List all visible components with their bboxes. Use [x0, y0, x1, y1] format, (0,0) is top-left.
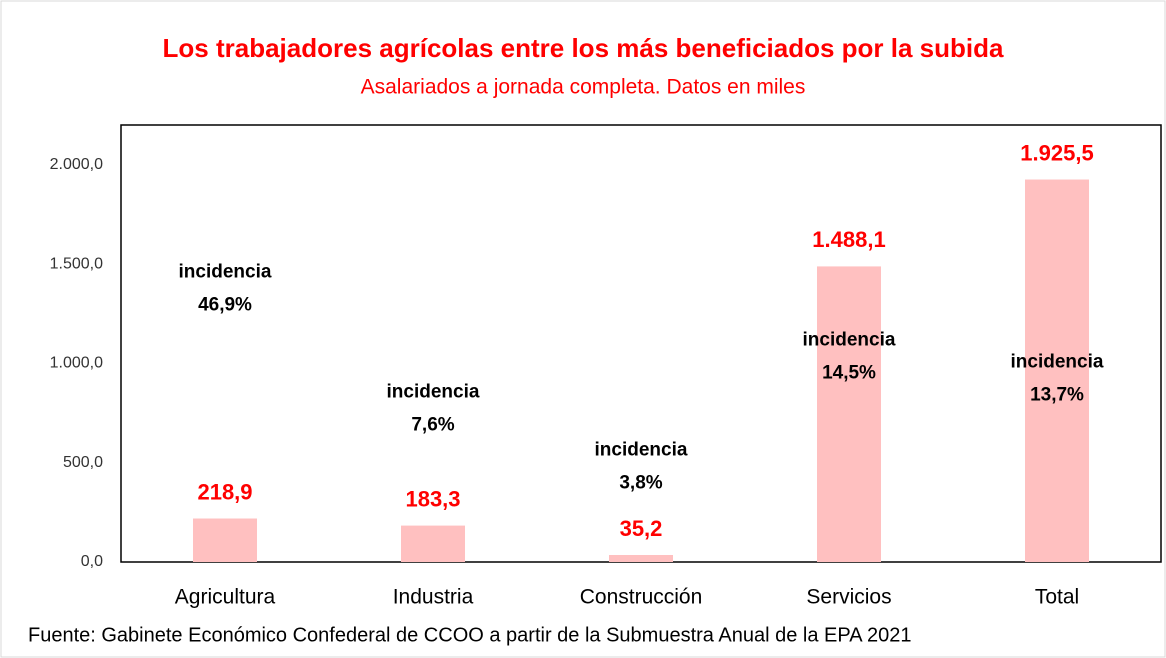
- annotation: 3,8%: [619, 473, 662, 494]
- bar: [193, 518, 257, 562]
- x-tick-label: Agricultura: [175, 586, 276, 609]
- bar: [817, 266, 881, 562]
- x-tick-label: Construcción: [580, 586, 703, 609]
- bar: [1025, 179, 1089, 562]
- y-tick-label: 1.000,0: [50, 355, 103, 372]
- chart-subtitle: Asalariados a jornada completa. Datos en…: [361, 76, 806, 99]
- x-tick-label: Total: [1035, 586, 1079, 609]
- annotation: 14,5%: [822, 363, 876, 384]
- bar: [401, 525, 465, 562]
- x-tick-label: Servicios: [806, 586, 891, 609]
- annotation: 13,7%: [1030, 385, 1084, 406]
- annotation: incidencia: [1011, 352, 1104, 373]
- annotation: incidencia: [387, 382, 480, 403]
- x-tick-label: Industria: [393, 586, 474, 609]
- annotation: incidencia: [595, 440, 688, 461]
- annotation: 7,6%: [411, 415, 454, 436]
- value-label: 1.488,1: [812, 227, 885, 252]
- chart-title: Los trabajadores agrícolas entre los más…: [163, 33, 1004, 63]
- annotation: 46,9%: [198, 295, 252, 316]
- annotation: incidencia: [179, 262, 272, 283]
- bar: [609, 555, 673, 562]
- y-tick-label: 1.500,0: [50, 255, 103, 272]
- value-label: 218,9: [197, 479, 252, 504]
- value-label: 1.925,5: [1020, 140, 1093, 165]
- y-tick-label: 500,0: [63, 454, 103, 471]
- y-tick-label: 2.000,0: [50, 156, 103, 173]
- value-label: 183,3: [405, 486, 460, 511]
- value-label: 35,2: [620, 516, 663, 541]
- annotation: incidencia: [803, 330, 896, 351]
- source-note: Fuente: Gabinete Económico Confederal de…: [28, 624, 912, 646]
- y-tick-label: 0,0: [81, 553, 103, 570]
